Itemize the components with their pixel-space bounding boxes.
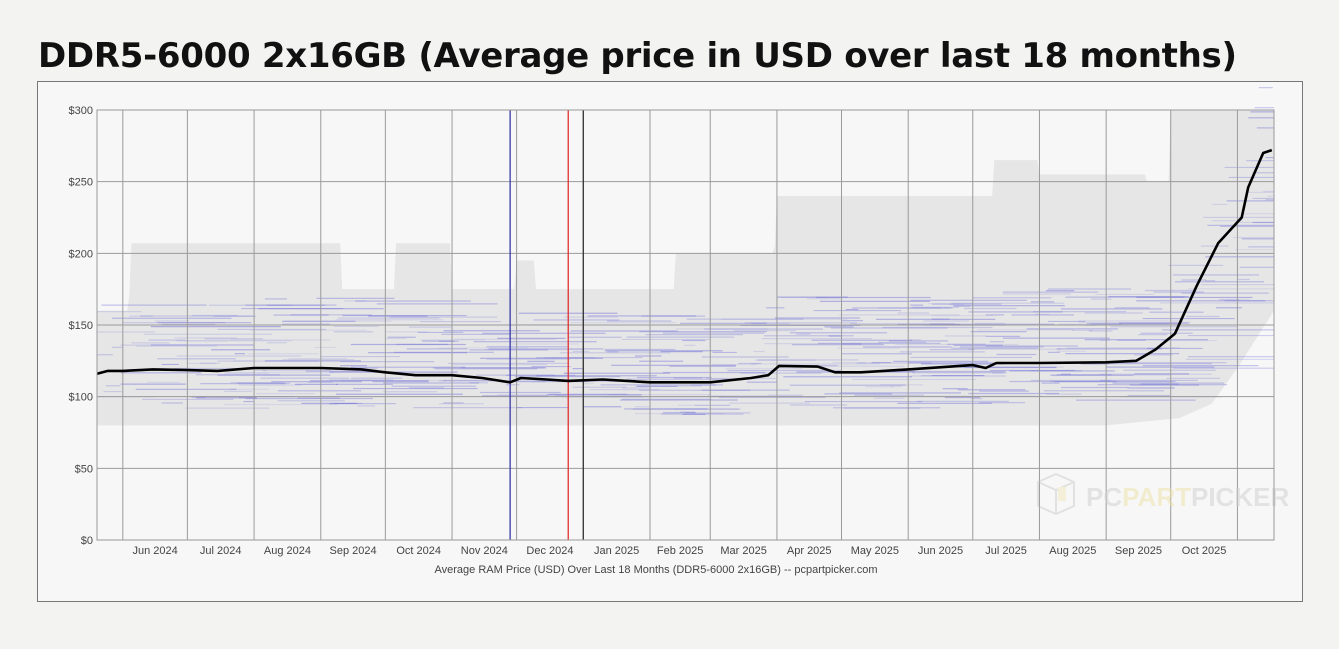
y-tick-label: $250 xyxy=(69,177,93,189)
x-tick-label: Oct 2025 xyxy=(1182,545,1227,557)
plot-border xyxy=(96,109,1275,541)
x-tick-label: Aug 2024 xyxy=(264,545,311,557)
x-tick-label: Oct 2024 xyxy=(396,545,441,557)
x-axis-ticks: Jun 2024 Jul 2024 Aug 2024 Sep 2024 Oct 2024… xyxy=(132,545,1226,557)
y-tick-label: $50 xyxy=(75,463,93,475)
page-title: DDR5-6000 2x16GB (Average price in USD o… xyxy=(38,36,1237,76)
y-tick-label: $300 xyxy=(69,105,93,117)
chart-frame: PCPARTPICKER $0 $50 $100 $150 $200 $250 $300 J… xyxy=(37,81,1303,602)
x-tick-label: Sep 2024 xyxy=(330,545,377,557)
box-logo-icon xyxy=(1037,472,1075,516)
x-tick-label: Feb 2025 xyxy=(657,545,703,557)
x-tick-label: Sep 2025 xyxy=(1115,545,1162,557)
y-tick-label: $100 xyxy=(69,392,93,404)
x-tick-label: Jul 2024 xyxy=(200,545,242,557)
price-range-band xyxy=(97,110,1274,426)
event-markers xyxy=(509,110,584,540)
listing-price-lines xyxy=(97,87,1274,416)
x-tick-label: Apr 2025 xyxy=(787,545,832,557)
x-tick-label: May 2025 xyxy=(851,545,899,557)
x-tick-label: Jun 2024 xyxy=(132,545,177,557)
x-tick-label: Nov 2024 xyxy=(461,545,508,557)
price-range-area xyxy=(97,110,1274,426)
y-tick-label: $0 xyxy=(81,535,93,547)
x-tick-label: Jun 2025 xyxy=(918,545,963,557)
average-price-line xyxy=(96,148,1273,384)
pcpartpicker-watermark: PCPARTPICKER xyxy=(1037,472,1289,516)
svg-text:PCPARTPICKER: PCPARTPICKER xyxy=(1086,482,1289,512)
x-tick-label: Aug 2025 xyxy=(1049,545,1096,557)
price-history-chart: PCPARTPICKER $0 $50 $100 $150 $200 $250 $300 J… xyxy=(69,87,1289,576)
y-axis-ticks: $0 $50 $100 $150 $200 $250 $300 xyxy=(69,105,93,547)
x-axis-caption: Average RAM Price (USD) Over Last 18 Mon… xyxy=(434,564,877,576)
x-tick-label: Mar 2025 xyxy=(720,545,766,557)
x-tick-label: Dec 2024 xyxy=(526,545,573,557)
x-tick-label: Jan 2025 xyxy=(594,545,639,557)
x-tick-label: Jul 2025 xyxy=(985,545,1027,557)
y-tick-label: $200 xyxy=(69,248,93,260)
y-tick-label: $150 xyxy=(69,320,93,332)
